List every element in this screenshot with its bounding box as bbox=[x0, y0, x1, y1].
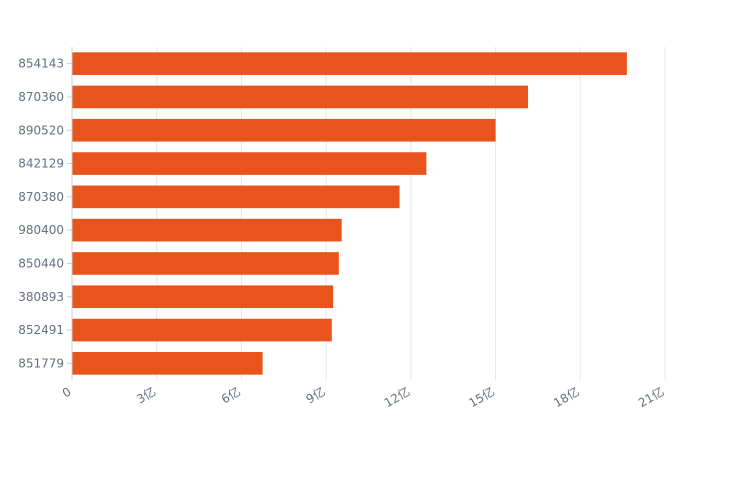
category-label: 380893 bbox=[18, 290, 64, 304]
x-tick-label: 3亿 bbox=[134, 384, 159, 407]
bar bbox=[72, 52, 627, 75]
bar bbox=[72, 252, 339, 275]
bar bbox=[72, 152, 427, 175]
bar bbox=[72, 352, 263, 375]
category-label: 852491 bbox=[18, 323, 64, 337]
x-tick-label: 15亿 bbox=[466, 384, 497, 411]
category-label: 890520 bbox=[18, 123, 64, 137]
x-tick-label: 6亿 bbox=[218, 384, 243, 407]
bars bbox=[72, 52, 627, 375]
x-tick-label: 9亿 bbox=[303, 384, 328, 407]
category-label: 870360 bbox=[18, 90, 64, 104]
bar bbox=[72, 318, 332, 342]
bar bbox=[72, 118, 496, 142]
category-label: 870380 bbox=[18, 190, 64, 204]
x-tick-label: 18亿 bbox=[551, 384, 582, 411]
x-tick-label: 0 bbox=[60, 384, 74, 400]
category-labels: 854143 870360 890520 842129 870380 980400 8504… bbox=[18, 57, 64, 371]
category-label: 980400 bbox=[18, 223, 64, 237]
bar bbox=[72, 218, 342, 242]
category-label: 842129 bbox=[18, 157, 64, 171]
bar bbox=[72, 185, 400, 209]
x-tick-label: 21亿 bbox=[635, 384, 666, 411]
x-tick-label: 12亿 bbox=[381, 384, 412, 411]
x-tick-labels: 0 3亿 6亿 9亿 12亿 15亿 18亿 21亿 bbox=[60, 384, 667, 411]
category-label: 854143 bbox=[18, 57, 64, 71]
category-label: 850440 bbox=[18, 256, 64, 270]
bar bbox=[72, 285, 334, 309]
axes bbox=[67, 47, 73, 380]
bar bbox=[72, 85, 529, 109]
category-label: 851779 bbox=[18, 356, 64, 370]
